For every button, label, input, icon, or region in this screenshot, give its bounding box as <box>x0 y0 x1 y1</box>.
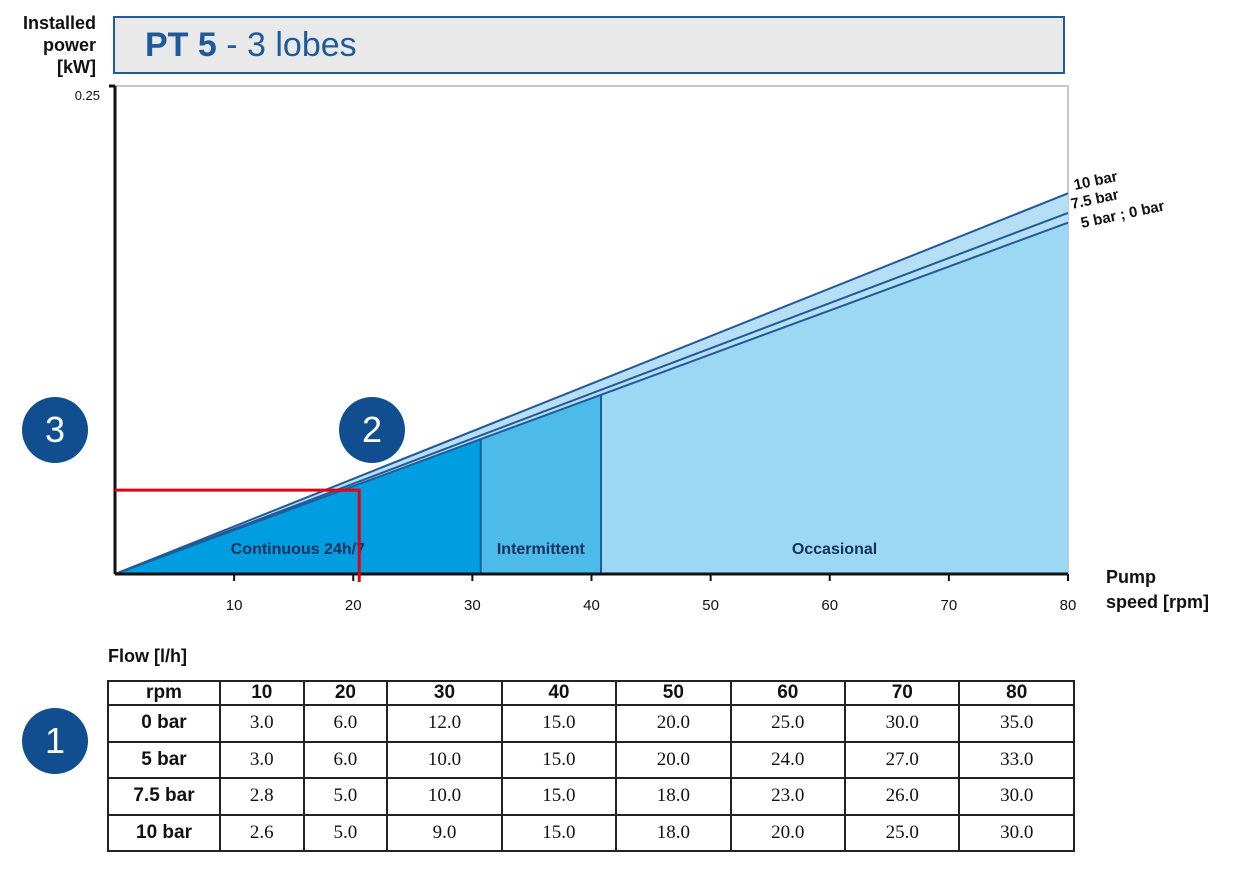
flow-cell: 33.0 <box>958 740 1075 779</box>
flow-cell: 3.0 <box>219 740 305 779</box>
flow-cell: 15.0 <box>500 813 618 852</box>
flow-cell: 12.0 <box>386 704 503 743</box>
flow-cell: 5.0 <box>302 777 389 816</box>
flow-header-cell: 50 <box>615 680 732 706</box>
flow-cell: 10.0 <box>386 777 503 816</box>
flow-table-row: 7.5 bar 2.8 5.0 10.0 15.0 18.0 23.0 26.0 30.0 <box>107 777 1075 816</box>
flow-cell: 18.0 <box>615 813 732 852</box>
operating-point-marker <box>115 488 361 582</box>
flow-header-cell: 30 <box>386 680 503 706</box>
flow-cell: 35.0 <box>958 704 1075 743</box>
zone-area-3 <box>601 204 1068 574</box>
x-tick-label-40: 40 <box>583 597 600 614</box>
badge-3: 3 <box>22 397 88 463</box>
flow-cell: 6.0 <box>302 740 389 779</box>
x-tick-label-50: 50 <box>702 597 719 614</box>
chart-title-box: PT 5 - 3 lobes <box>113 16 1065 74</box>
flow-row-label: 0 bar <box>107 704 221 743</box>
flow-cell: 23.0 <box>729 777 847 816</box>
flow-cell: 15.0 <box>500 740 618 779</box>
x-tick-label-70: 70 <box>941 597 958 614</box>
flow-cell: 25.0 <box>844 813 961 852</box>
y-max-tick-label: 0.25 <box>74 88 100 103</box>
zone-label-3: Occasional <box>792 541 877 558</box>
flow-cell: 20.0 <box>615 740 732 779</box>
flow-table-row: 5 bar 3.0 6.0 10.0 15.0 20.0 24.0 27.0 33.0 <box>107 740 1075 779</box>
x-tick-label-30: 30 <box>464 597 481 614</box>
flow-header-cell: 20 <box>302 680 389 706</box>
flow-cell: 15.0 <box>500 777 618 816</box>
series-line-3 <box>114 221 1069 575</box>
flow-cell: 3.0 <box>219 704 305 743</box>
badge-1: 1 <box>22 708 88 774</box>
flow-header-cell: rpm <box>107 680 221 706</box>
flow-cell: 30.0 <box>844 704 961 743</box>
x-tick-label-10: 10 <box>226 597 243 614</box>
flow-cell: 10.0 <box>386 740 503 779</box>
flow-table-row: 10 bar 2.6 5.0 9.0 15.0 18.0 20.0 25.0 30.0 <box>107 813 1075 852</box>
chart-title: PT 5 - 3 lobes <box>145 26 357 65</box>
flow-cell: 5.0 <box>302 813 389 852</box>
flow-row-label: 10 bar <box>107 813 221 852</box>
y-axis-label: Installed power [kW] <box>22 13 96 77</box>
flow-cell: 26.0 <box>844 777 961 816</box>
title-model: PT 5 <box>145 26 217 64</box>
series-line-1 <box>114 192 1069 575</box>
flow-cell: 24.0 <box>729 740 847 779</box>
flow-cell: 2.6 <box>219 813 305 852</box>
zone-label-2: Intermittent <box>497 541 586 558</box>
flow-cell: 2.8 <box>219 777 305 816</box>
flow-header-cell: 40 <box>500 680 618 706</box>
flow-cell: 15.0 <box>500 704 618 743</box>
flow-header-cell: 80 <box>958 680 1075 706</box>
flow-cell: 20.0 <box>615 704 732 743</box>
flow-cell: 18.0 <box>615 777 732 816</box>
series-line-2 <box>114 211 1069 575</box>
flow-table-header: rpm 10 20 30 40 50 60 70 80 <box>107 680 1075 706</box>
x-tick-label-80: 80 <box>1060 597 1077 614</box>
flow-row-label: 5 bar <box>107 740 221 779</box>
flow-row-label: 7.5 bar <box>107 777 221 816</box>
flow-cell: 27.0 <box>844 740 961 779</box>
flow-table-label: Flow [l/h] <box>108 646 187 666</box>
flow-header-cell: 10 <box>219 680 305 706</box>
zone-area-2 <box>480 385 602 574</box>
flow-table: rpm 10 20 30 40 50 60 70 80 0 bar 3.0 6.0 12.0 15.0 2… <box>107 680 1075 852</box>
flow-header-cell: 70 <box>844 680 961 706</box>
x-axis-label: Pump speed [rpm] <box>1106 567 1210 612</box>
flow-header-cell: 60 <box>729 680 847 706</box>
badge-2: 2 <box>339 397 405 463</box>
power-chart: Continuous 24h/7 Intermittent Occasional 10… <box>109 84 1166 614</box>
x-tick-label-60: 60 <box>821 597 838 614</box>
flow-cell: 9.0 <box>386 813 503 852</box>
x-tick-label-20: 20 <box>345 597 362 614</box>
zone-label-1: Continuous 24h/7 <box>231 541 365 558</box>
flow-cell: 25.0 <box>729 704 847 743</box>
title-variant: - 3 lobes <box>216 26 357 64</box>
flow-cell: 6.0 <box>302 704 389 743</box>
flow-cell: 20.0 <box>729 813 847 852</box>
flow-table-body: 0 bar 3.0 6.0 12.0 15.0 20.0 25.0 30.0 35.0 5 bar… <box>107 704 1075 852</box>
flow-table-row: 0 bar 3.0 6.0 12.0 15.0 20.0 25.0 30.0 35.0 <box>107 704 1075 743</box>
flow-cell: 30.0 <box>958 777 1075 816</box>
flow-cell: 30.0 <box>958 813 1075 852</box>
